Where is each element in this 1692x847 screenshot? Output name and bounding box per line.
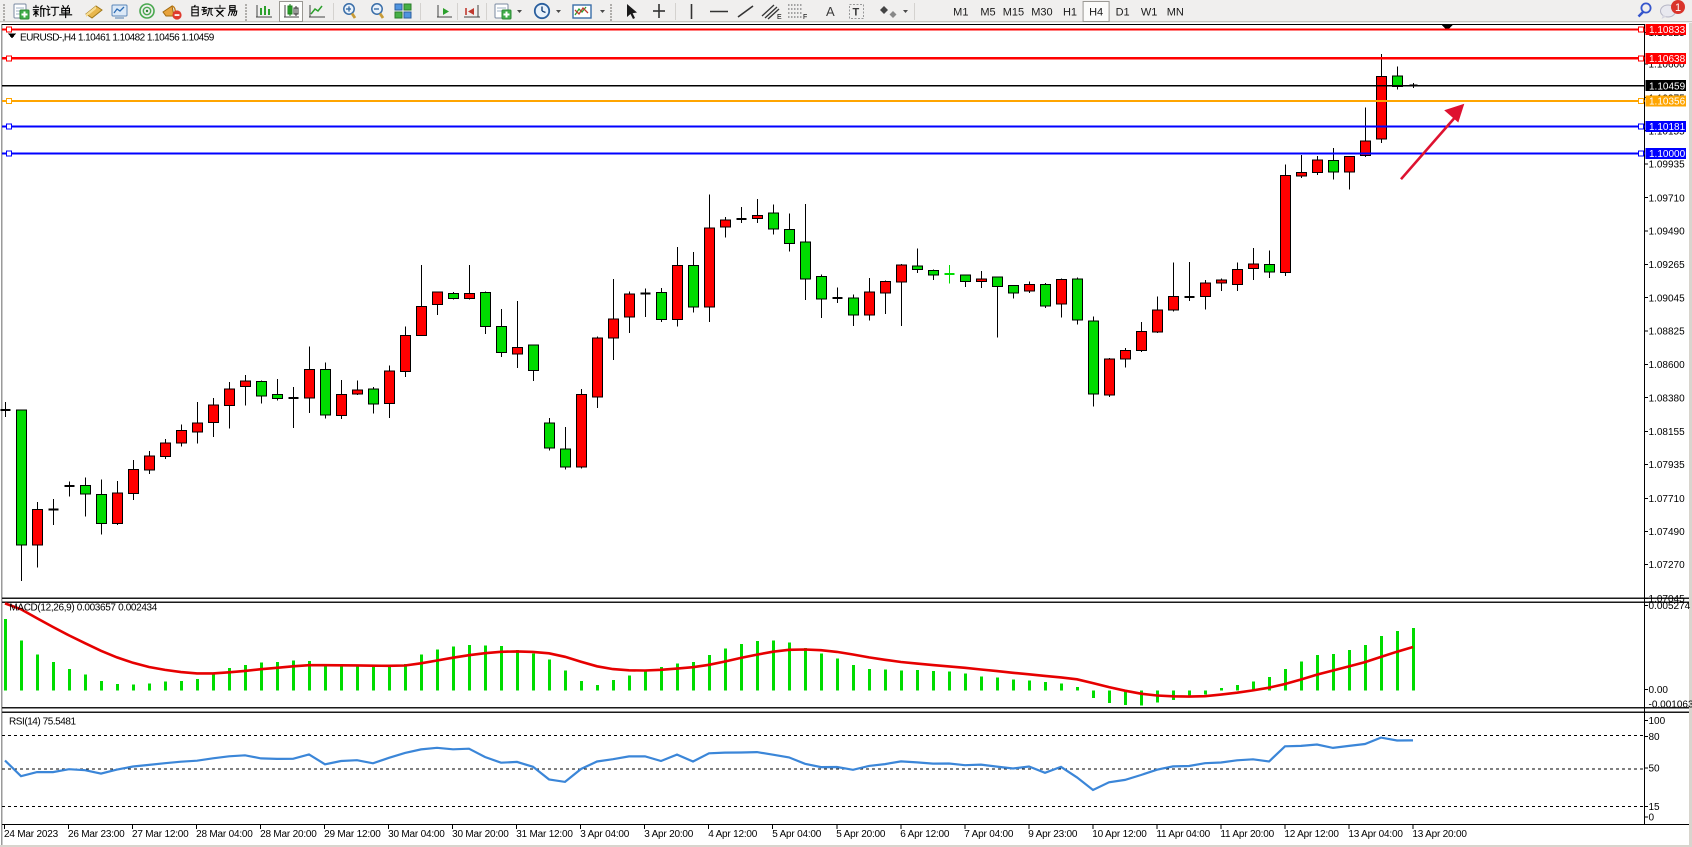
svg-text:D1: D1 bbox=[1116, 7, 1130, 19]
svg-text:1.09045: 1.09045 bbox=[1649, 293, 1686, 304]
svg-text:M30: M30 bbox=[1031, 7, 1052, 19]
svg-text:31 Mar 12:00: 31 Mar 12:00 bbox=[516, 829, 573, 840]
svg-text:0: 0 bbox=[1649, 813, 1655, 824]
svg-text:10 Apr 12:00: 10 Apr 12:00 bbox=[1092, 829, 1147, 840]
svg-text:MN: MN bbox=[1167, 7, 1184, 19]
svg-text:H4: H4 bbox=[1089, 7, 1103, 19]
svg-text:1.10638: 1.10638 bbox=[1649, 54, 1686, 65]
svg-text:W1: W1 bbox=[1141, 7, 1158, 19]
svg-text:-0.001063: -0.001063 bbox=[1649, 699, 1692, 710]
svg-text:28 Mar 20:00: 28 Mar 20:00 bbox=[260, 829, 317, 840]
svg-text:3 Apr 04:00: 3 Apr 04:00 bbox=[580, 829, 630, 840]
svg-text:1.10459: 1.10459 bbox=[1649, 81, 1686, 92]
svg-text:6 Apr 12:00: 6 Apr 12:00 bbox=[900, 829, 950, 840]
svg-text:100: 100 bbox=[1649, 716, 1666, 727]
svg-text:29 Mar 12:00: 29 Mar 12:00 bbox=[324, 829, 381, 840]
svg-text:9 Apr 23:00: 9 Apr 23:00 bbox=[1028, 829, 1078, 840]
svg-text:1.10833: 1.10833 bbox=[1649, 25, 1686, 36]
svg-text:RSI(14) 75.5481: RSI(14) 75.5481 bbox=[9, 717, 77, 728]
svg-text:28 Mar 04:00: 28 Mar 04:00 bbox=[196, 829, 253, 840]
svg-text:1.09935: 1.09935 bbox=[1649, 159, 1686, 170]
svg-text:27 Mar 12:00: 27 Mar 12:00 bbox=[132, 829, 189, 840]
svg-text:12 Apr 12:00: 12 Apr 12:00 bbox=[1284, 829, 1339, 840]
svg-text:5 Apr 04:00: 5 Apr 04:00 bbox=[772, 829, 822, 840]
svg-text:3 Apr 20:00: 3 Apr 20:00 bbox=[644, 829, 694, 840]
svg-text:11 Apr 04:00: 11 Apr 04:00 bbox=[1156, 829, 1210, 840]
svg-text:13 Apr 20:00: 13 Apr 20:00 bbox=[1412, 829, 1467, 840]
svg-text:M15: M15 bbox=[1003, 7, 1024, 19]
svg-text:15: 15 bbox=[1649, 802, 1661, 813]
svg-text:0.00: 0.00 bbox=[1649, 685, 1669, 696]
svg-text:M1: M1 bbox=[953, 7, 968, 19]
svg-text:1: 1 bbox=[1675, 2, 1681, 14]
svg-text:1.08155: 1.08155 bbox=[1649, 427, 1686, 438]
svg-text:E: E bbox=[777, 14, 782, 21]
svg-text:11 Apr 20:00: 11 Apr 20:00 bbox=[1220, 829, 1274, 840]
svg-text:1.09710: 1.09710 bbox=[1649, 193, 1686, 204]
svg-text:80: 80 bbox=[1649, 732, 1661, 743]
svg-text:1.10356: 1.10356 bbox=[1649, 97, 1686, 108]
svg-text:H1: H1 bbox=[1063, 7, 1077, 19]
svg-text:26 Mar 23:00: 26 Mar 23:00 bbox=[68, 829, 125, 840]
svg-text:1.07710: 1.07710 bbox=[1649, 494, 1686, 505]
svg-text:T: T bbox=[853, 7, 860, 19]
svg-text:M5: M5 bbox=[980, 7, 995, 19]
svg-text:1.10600: 1.10600 bbox=[1649, 59, 1686, 70]
svg-text:13 Apr 04:00: 13 Apr 04:00 bbox=[1348, 829, 1403, 840]
svg-text:1.08600: 1.08600 bbox=[1649, 360, 1686, 371]
svg-text:30 Mar 04:00: 30 Mar 04:00 bbox=[388, 829, 445, 840]
svg-text:7 Apr 04:00: 7 Apr 04:00 bbox=[964, 829, 1014, 840]
svg-text:F: F bbox=[803, 14, 807, 21]
svg-text:1.10181: 1.10181 bbox=[1649, 122, 1686, 133]
svg-text:5 Apr 20:00: 5 Apr 20:00 bbox=[836, 829, 886, 840]
svg-text:1.09490: 1.09490 bbox=[1649, 226, 1686, 237]
svg-text:A: A bbox=[826, 4, 835, 19]
svg-text:MACD(12,26,9) 0.003657 0.00243: MACD(12,26,9) 0.003657 0.002434 bbox=[9, 603, 157, 614]
svg-text:4 Apr 12:00: 4 Apr 12:00 bbox=[708, 829, 758, 840]
svg-text:1.07270: 1.07270 bbox=[1649, 560, 1686, 571]
svg-text:1.10000: 1.10000 bbox=[1649, 149, 1686, 160]
svg-text:30 Mar 20:00: 30 Mar 20:00 bbox=[452, 829, 509, 840]
svg-text:1.07490: 1.07490 bbox=[1649, 527, 1686, 538]
svg-text:EURUSD-,H4 1.10461 1.10482 1.: EURUSD-,H4 1.10461 1.10482 1.10456 1.104… bbox=[20, 33, 215, 44]
svg-text:1.08825: 1.08825 bbox=[1649, 326, 1686, 337]
svg-text:1.07045: 1.07045 bbox=[1649, 594, 1686, 605]
svg-text:1.08380: 1.08380 bbox=[1649, 393, 1686, 404]
svg-text:1.07935: 1.07935 bbox=[1649, 460, 1686, 471]
svg-text:50: 50 bbox=[1649, 764, 1661, 775]
svg-text:0.005274: 0.005274 bbox=[1649, 601, 1691, 612]
svg-text:24 Mar 2023: 24 Mar 2023 bbox=[4, 829, 59, 840]
svg-text:1.09265: 1.09265 bbox=[1649, 260, 1686, 271]
